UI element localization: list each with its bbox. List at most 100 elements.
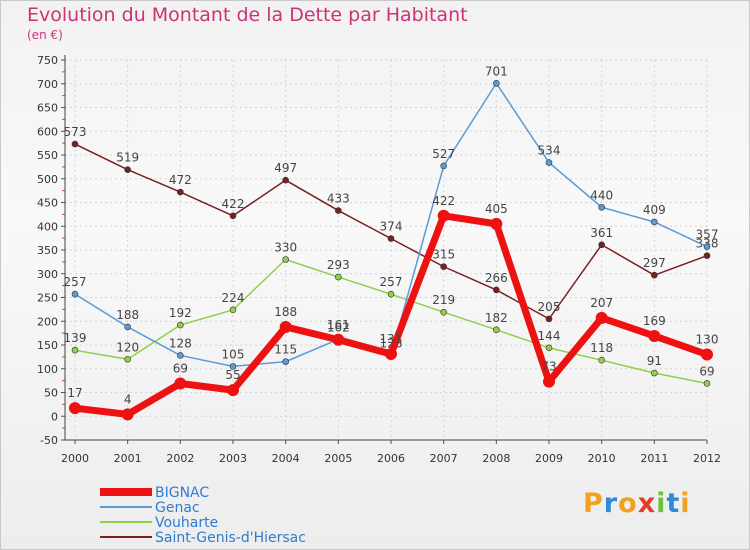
data-label: 192 [169,306,192,320]
data-label: 297 [643,256,666,270]
data-point [124,323,131,331]
chart-subtitle: (en €) [27,28,63,42]
data-point [177,321,184,329]
y-tick-label: 250 [37,292,58,305]
x-tick-label: 2007 [430,452,458,465]
data-point [651,271,658,279]
data-point [335,207,342,214]
data-point [229,212,237,220]
data-label: 162 [327,320,350,334]
data-point [493,79,500,87]
legend-label: Vouharte [155,515,218,531]
chart-title: Evolution du Montant de la Dette par Hab… [27,4,468,26]
data-point [493,286,500,294]
logo-letter: i [656,488,667,519]
data-point [598,203,605,211]
data-label: 433 [327,192,350,206]
data-label: 361 [590,226,613,240]
data-label: 374 [380,220,403,234]
data-label: 207 [590,296,613,310]
data-label: 131 [380,332,403,346]
data-label: 422 [222,197,245,211]
x-tick-label: 2009 [535,452,563,465]
logo-letter: i [680,488,691,519]
y-tick-label: 700 [37,78,58,91]
x-tick-label: 2006 [377,452,405,465]
data-label: 130 [696,333,719,347]
data-label: 105 [222,347,245,361]
data-point [651,218,658,226]
x-tick-label: 2010 [588,452,616,465]
data-point [440,162,447,170]
data-label: 69 [173,361,188,375]
data-point [282,256,289,263]
legend-label: BIGNAC [155,485,209,501]
data-point [385,348,397,361]
y-tick-label: -50 [40,434,58,447]
data-label: 17 [67,386,82,400]
data-point [282,358,289,365]
data-label: 257 [64,275,87,289]
data-point [279,320,292,333]
y-tick-label: 750 [37,54,58,67]
y-tick-label: 200 [37,315,58,328]
logo-letter: r [603,488,619,519]
data-label: 205 [538,300,561,314]
data-point [71,346,79,354]
data-point [648,329,661,342]
data-label: 128 [169,336,192,350]
data-point [543,375,555,388]
data-point [124,166,131,174]
proxiti-logo: Proxiti [583,488,691,519]
data-point [545,159,553,166]
data-label: 224 [222,291,245,305]
data-label: 527 [432,147,455,161]
data-point [282,176,289,184]
data-point [703,380,711,387]
data-point [595,311,608,324]
data-point [545,344,553,352]
data-point [177,188,184,196]
data-label: 69 [699,364,714,378]
x-tick-label: 2008 [482,452,510,465]
data-label: 330 [274,241,297,255]
data-point [177,352,184,359]
data-label: 161 [327,318,350,332]
x-tick-label: 2000 [61,452,89,465]
data-label: 73 [541,360,556,374]
data-label: 519 [116,151,139,165]
x-tick-label: 2012 [693,452,721,465]
data-point [598,356,605,364]
x-tick-label: 2003 [219,452,247,465]
data-label: 55 [225,368,240,382]
data-label: 422 [432,194,455,208]
y-tick-label: 650 [37,102,58,115]
data-label: 4 [124,392,132,406]
data-label: 219 [432,293,455,307]
y-tick-label: 100 [37,363,58,376]
data-point [121,408,134,421]
y-tick-label: 500 [37,173,58,186]
y-tick-label: 300 [37,268,58,281]
y-tick-label: 150 [37,339,58,352]
data-point [440,263,447,270]
data-point [440,308,447,316]
data-label: 120 [116,340,139,354]
data-point [703,243,711,250]
y-tick-label: 550 [37,149,58,162]
data-point [437,209,450,222]
y-tick-label: 50 [44,387,58,400]
logo-letter: x [637,488,657,519]
data-label: 188 [274,305,297,319]
data-point [490,217,503,230]
data-label: 409 [643,203,666,217]
data-point [545,315,553,323]
legend-label: Genac [155,500,200,516]
data-point [227,384,239,397]
data-label: 188 [116,308,139,322]
data-point [71,290,79,298]
data-point [387,290,395,298]
data-point [229,306,237,314]
